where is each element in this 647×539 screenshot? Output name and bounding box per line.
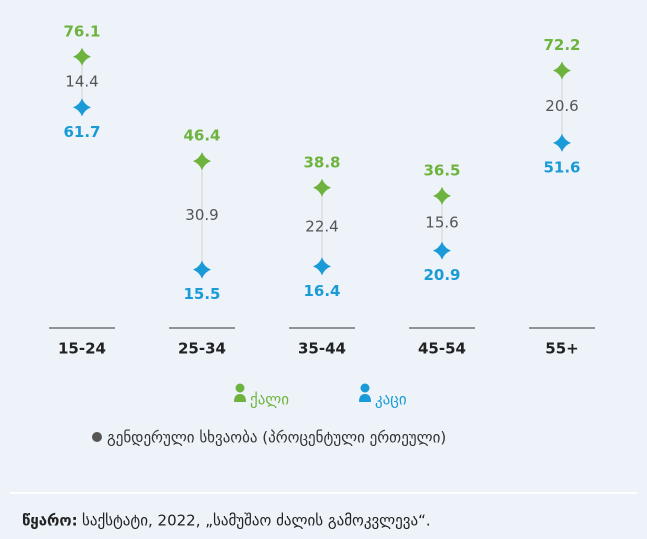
legend-dot — [92, 432, 102, 442]
male-label: 15.5 — [183, 285, 220, 303]
female-label: 76.1 — [63, 22, 100, 40]
gap-label: 30.9 — [185, 206, 218, 224]
legend-label: კაცი — [375, 391, 407, 409]
female-marker — [433, 186, 451, 205]
gap-label: 14.4 — [65, 73, 98, 91]
male-marker — [73, 98, 91, 117]
male-label: 61.7 — [63, 123, 100, 141]
x-tick-label: 35-44 — [298, 340, 346, 358]
male-marker — [433, 241, 451, 260]
male-marker — [313, 257, 331, 276]
legend-icon — [360, 383, 370, 393]
legend-icon — [359, 394, 371, 402]
female-label: 46.4 — [183, 127, 220, 145]
female-marker — [313, 178, 331, 197]
x-tick-label: 55+ — [545, 340, 578, 358]
female-label: 36.5 — [423, 161, 460, 179]
male-label: 16.4 — [303, 282, 340, 300]
male-label: 51.6 — [543, 158, 580, 176]
female-marker — [553, 61, 571, 80]
male-label: 20.9 — [423, 266, 460, 284]
female-marker — [193, 152, 211, 171]
source-label: წყარო: — [22, 512, 78, 530]
legend-label: გენდერული სხვაობა (პროცენტული ერთეული) — [107, 429, 446, 447]
x-tick-label: 45-54 — [418, 340, 466, 358]
source-text: საქსტატი, 2022, „სამუშაო ძალის გამოკვლევ… — [82, 512, 431, 530]
x-tick-label: 15-24 — [58, 340, 106, 358]
gap-label: 22.4 — [305, 218, 338, 236]
legend-label: ქალი — [250, 391, 289, 409]
female-label: 72.2 — [543, 36, 580, 54]
x-tick-label: 25-34 — [178, 340, 226, 358]
gap-label: 20.6 — [545, 97, 578, 115]
male-marker — [553, 133, 571, 152]
legend-icon — [234, 394, 246, 402]
female-marker — [73, 47, 91, 66]
legend-icon — [235, 383, 245, 393]
male-marker — [193, 260, 211, 279]
gap-label: 15.6 — [425, 214, 458, 232]
female-label: 38.8 — [303, 153, 340, 171]
